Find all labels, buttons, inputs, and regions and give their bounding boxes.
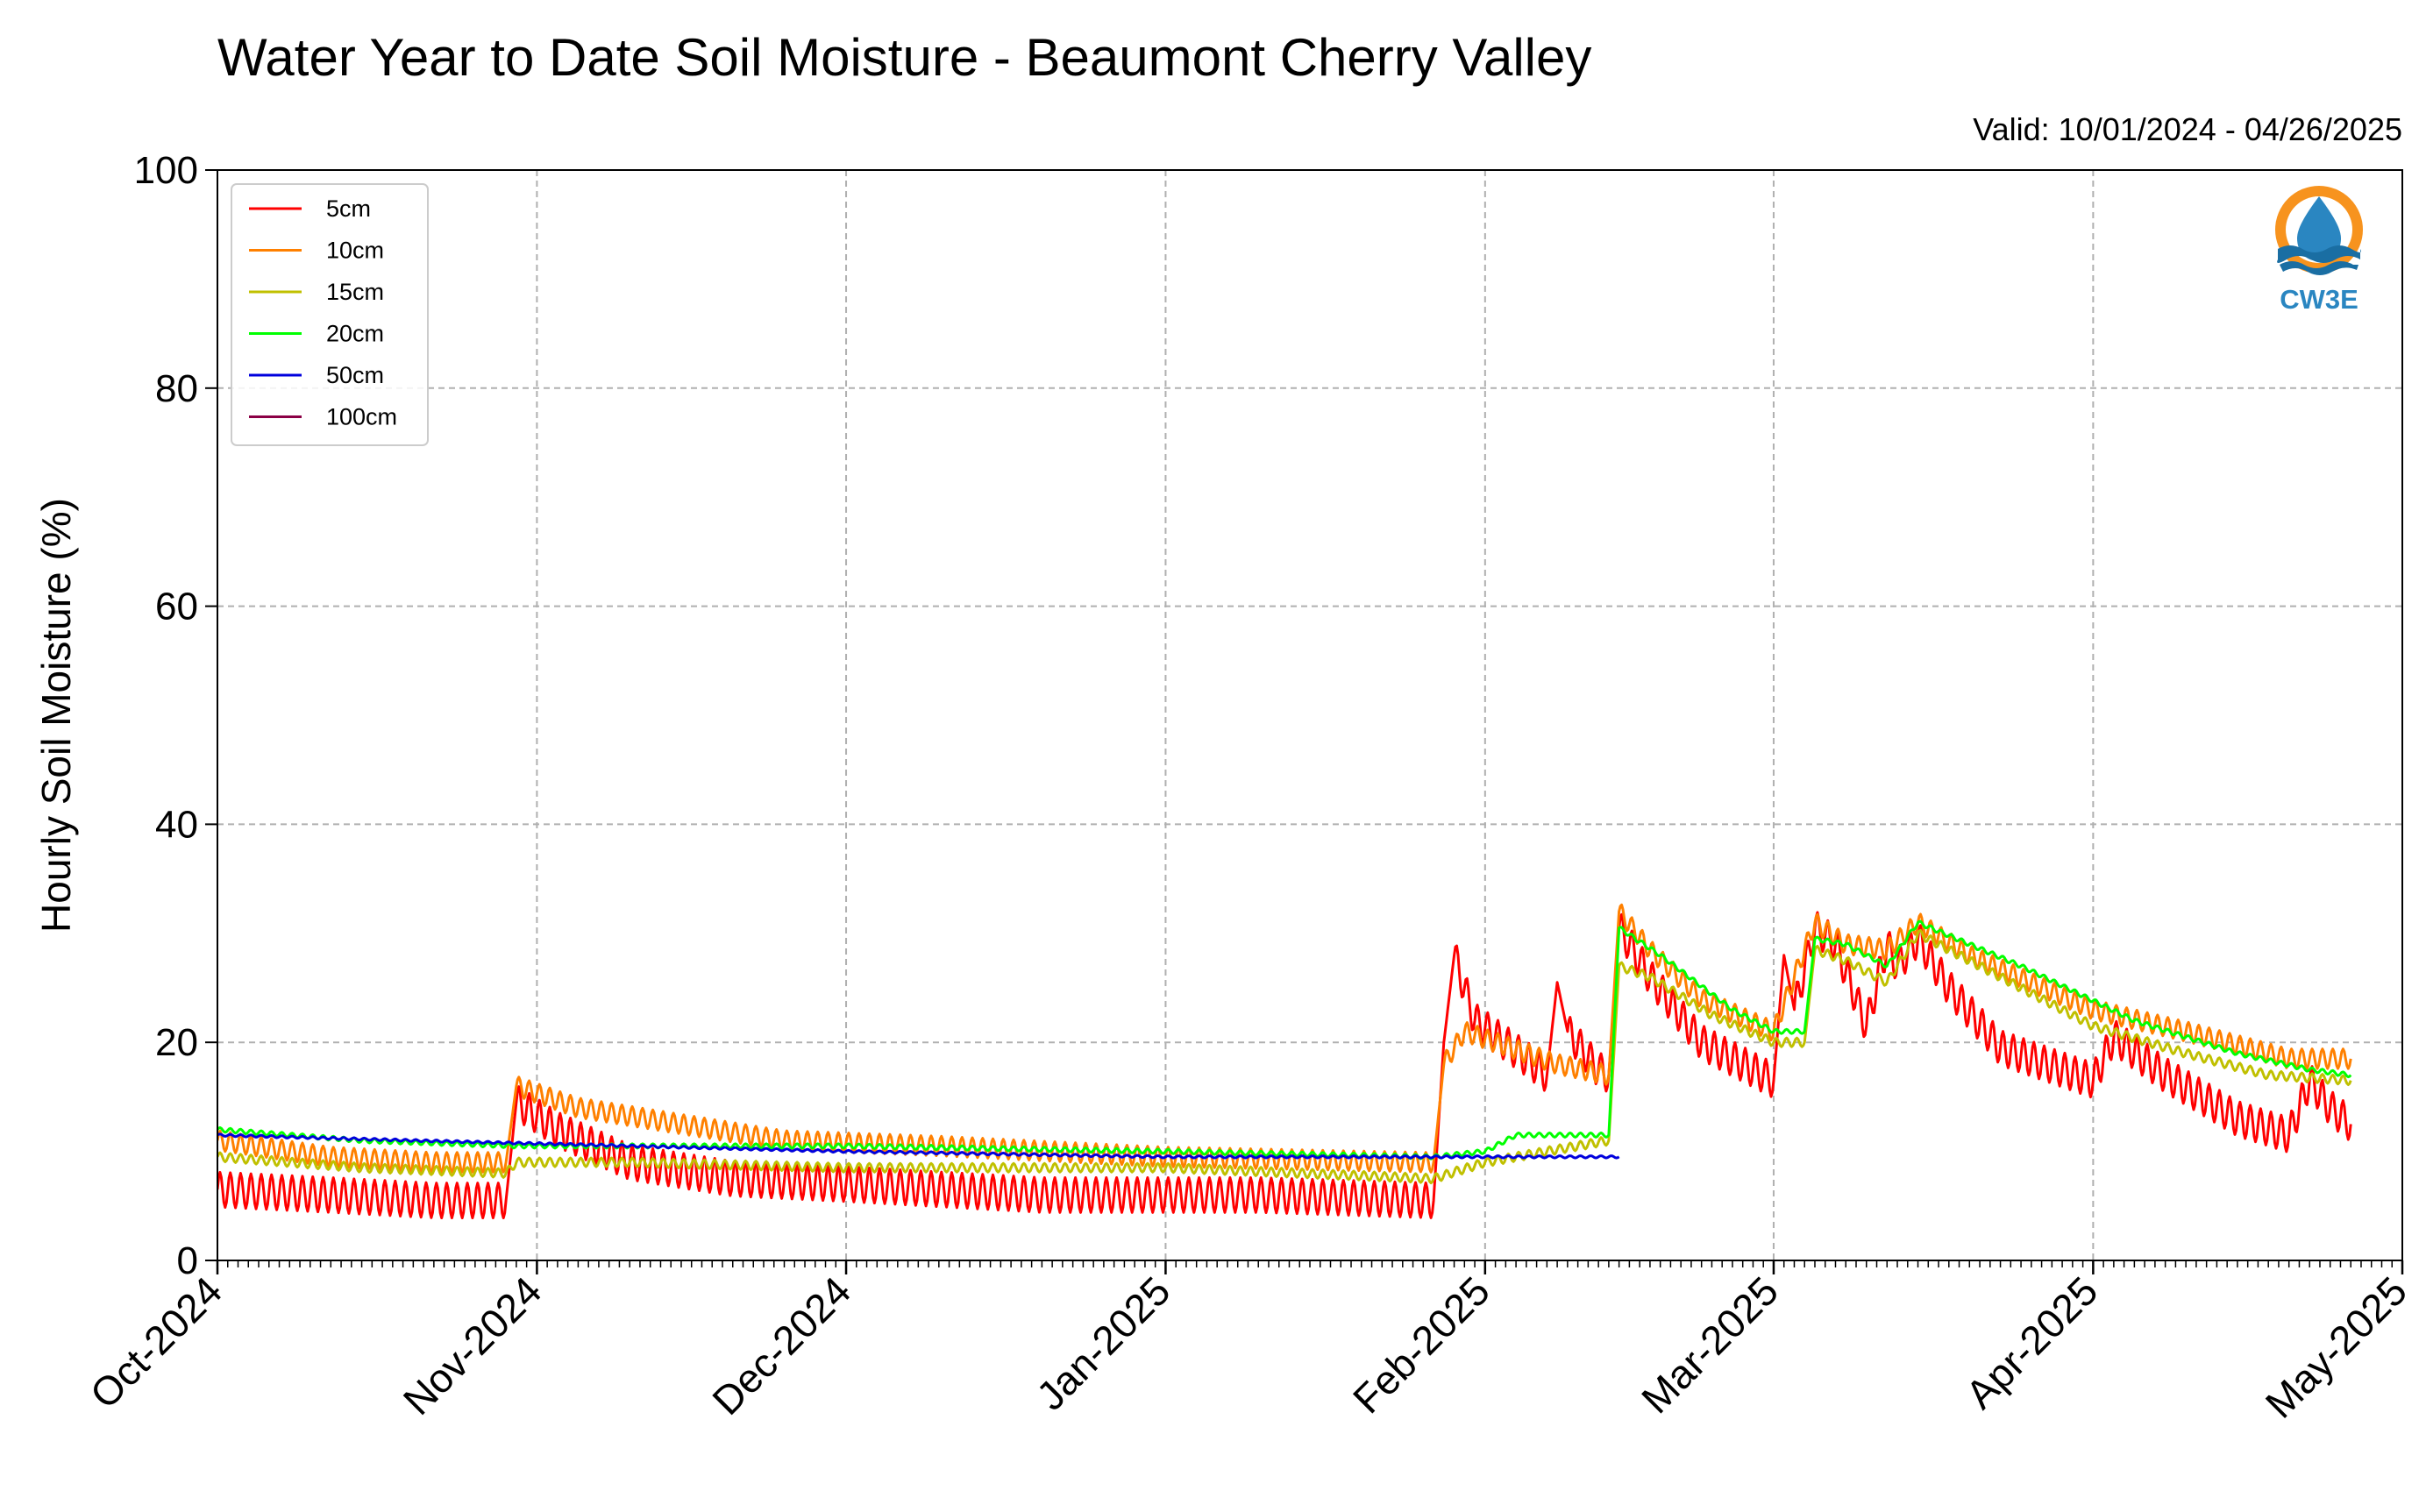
x-tick-label: Mar-2025 [1633, 1267, 1787, 1422]
logo-drop-icon [2297, 196, 2341, 261]
x-tick-label: May-2025 [2257, 1267, 2415, 1426]
y-tick-label: 80 [155, 367, 198, 410]
cw3e-logo: CW3E [2275, 186, 2363, 315]
grid-lines [217, 170, 2402, 1260]
y-axis-label: Hourly Soil Moisture (%) [33, 498, 79, 933]
y-tick-label: 20 [155, 1021, 198, 1064]
legend-label-10cm: 10cm [326, 238, 384, 264]
series-line-10cm [217, 903, 2352, 1174]
x-tick-label: Dec-2024 [703, 1267, 859, 1423]
logo-wave-icon [2280, 261, 2358, 275]
y-tick-label: 60 [155, 586, 198, 628]
chart-title: Water Year to Date Soil Moisture - Beaum… [217, 28, 1591, 87]
legend-label-50cm: 50cm [326, 362, 384, 388]
y-tick-label: 100 [134, 149, 198, 192]
series-lines [217, 903, 2352, 1219]
legend-label-20cm: 20cm [326, 321, 384, 347]
x-tick-label: Nov-2024 [395, 1267, 551, 1423]
legend-label-100cm: 100cm [326, 404, 397, 430]
y-tick-label: 0 [177, 1239, 198, 1282]
logo-wave-icon [2277, 245, 2361, 263]
legend-label-15cm: 15cm [326, 279, 384, 305]
logo-text: CW3E [2280, 284, 2358, 315]
series-line-15cm [217, 928, 2352, 1185]
series-line-20cm [217, 919, 2352, 1161]
x-tick-label: Feb-2025 [1344, 1267, 1498, 1422]
valid-date-range: Valid: 10/01/2024 - 04/26/2025 [1973, 111, 2402, 147]
y-tick-label: 40 [155, 803, 198, 846]
series-line-50cm [217, 1132, 1620, 1160]
legend-label-5cm: 5cm [326, 195, 371, 222]
x-tick-label: Oct-2024 [82, 1267, 231, 1417]
series-line-5cm [217, 911, 2352, 1219]
plot-frame [217, 169, 2403, 1261]
x-tick-label: Apr-2025 [1957, 1267, 2107, 1417]
x-tick-label: Jan-2025 [1028, 1267, 1178, 1418]
axes: 0 20 40 60 80 100 Oct-2024 Nov-2024 Dec-2024 Jan-… [82, 149, 2416, 1427]
legend: 5cm 10cm 15cm 20cm 50cm 100cm [231, 183, 429, 446]
